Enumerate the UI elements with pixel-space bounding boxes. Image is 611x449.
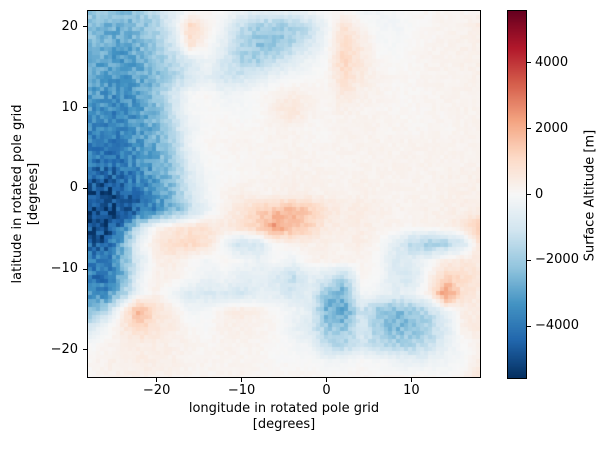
x-tick-mark bbox=[325, 378, 327, 382]
colorbar-tick-label: 0 bbox=[535, 186, 544, 202]
colorbar-tick-mark bbox=[527, 259, 531, 261]
x-tick-mark bbox=[156, 378, 158, 382]
colorbar-tick-mark bbox=[527, 325, 531, 327]
colorbar-tick-label: −2000 bbox=[535, 252, 579, 268]
y-tick-mark bbox=[83, 107, 87, 109]
colorbar-tick-label: 2000 bbox=[535, 120, 569, 136]
colorbar-tick-mark bbox=[527, 128, 531, 130]
colorbar-tick-label: 4000 bbox=[535, 54, 569, 70]
colorbar-tick-mark bbox=[527, 62, 531, 64]
heatmap-canvas bbox=[88, 11, 480, 377]
y-tick-label: 20 bbox=[61, 18, 78, 34]
x-tick-mark bbox=[241, 378, 243, 382]
y-tick-label: −10 bbox=[50, 261, 78, 277]
x-axis-label: longitude in rotated pole grid [degrees] bbox=[188, 401, 380, 432]
y-tick-label: −20 bbox=[50, 341, 78, 357]
y-tick-label: 10 bbox=[61, 99, 78, 115]
x-tick-label: −20 bbox=[142, 383, 171, 398]
x-tick-label: 0 bbox=[322, 383, 331, 398]
y-tick-mark bbox=[83, 187, 87, 189]
x-tick-label: −10 bbox=[227, 383, 256, 398]
colorbar-tick-mark bbox=[527, 194, 531, 195]
x-tick-mark bbox=[410, 378, 412, 382]
colorbar bbox=[507, 10, 527, 379]
y-tick-mark bbox=[83, 26, 87, 28]
x-tick-label: 10 bbox=[403, 383, 420, 398]
plot-area bbox=[87, 10, 481, 378]
y-tick-mark bbox=[83, 349, 87, 351]
y-tick-mark bbox=[83, 268, 87, 270]
colorbar-tick-label: −4000 bbox=[535, 318, 579, 334]
colorbar-gradient-canvas bbox=[508, 11, 526, 378]
y-tick-label: 0 bbox=[69, 180, 78, 196]
